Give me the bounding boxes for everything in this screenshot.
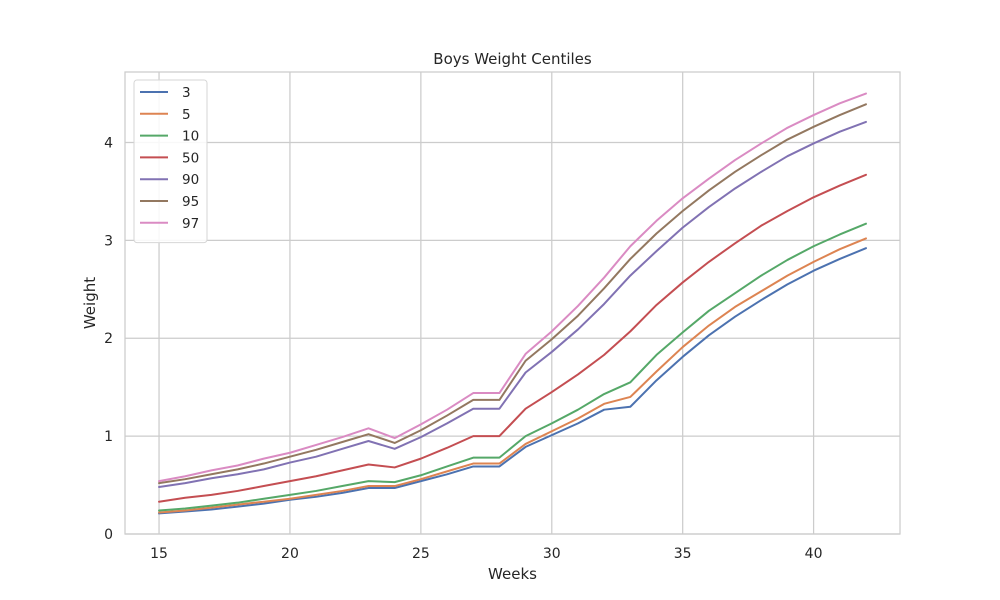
legend-label: 90 bbox=[182, 172, 199, 188]
x-tick-label: 20 bbox=[281, 546, 299, 562]
series-line-50 bbox=[158, 173, 867, 503]
y-axis-ticks: 0 1 2 3 4 bbox=[104, 135, 113, 543]
y-tick-label: 1 bbox=[104, 429, 113, 445]
y-axis-title: Weight bbox=[81, 277, 99, 329]
chart-title: Boys Weight Centiles bbox=[433, 50, 592, 68]
x-tick-label: 30 bbox=[543, 546, 561, 562]
series-line-5 bbox=[158, 237, 867, 514]
legend: 3 5 10 50 90 95 97 bbox=[133, 79, 208, 244]
x-tick-label: 40 bbox=[805, 546, 823, 562]
series-line-90 bbox=[158, 120, 867, 489]
legend-label: 3 bbox=[182, 85, 191, 101]
x-axis-ticks: 15 20 25 30 35 40 bbox=[150, 546, 822, 562]
x-tick-label: 15 bbox=[150, 546, 168, 562]
plot-frame bbox=[124, 71, 901, 535]
series-line-3 bbox=[158, 247, 867, 515]
x-tick-label: 35 bbox=[674, 546, 692, 562]
series-line-95 bbox=[158, 103, 867, 485]
y-tick-label: 4 bbox=[104, 135, 113, 151]
y-tick-label: 3 bbox=[104, 233, 113, 249]
x-axis-title: Weeks bbox=[488, 565, 537, 583]
series-line-10 bbox=[158, 222, 867, 512]
series-lines bbox=[158, 92, 867, 515]
legend-label: 97 bbox=[182, 216, 199, 232]
series-line-97 bbox=[158, 92, 867, 483]
legend-label: 95 bbox=[182, 194, 199, 210]
legend-label: 50 bbox=[182, 150, 199, 166]
legend-label: 10 bbox=[182, 129, 199, 145]
legend-label: 5 bbox=[182, 107, 191, 123]
x-tick-label: 25 bbox=[412, 546, 430, 562]
y-tick-label: 2 bbox=[104, 331, 113, 347]
y-tick-label: 0 bbox=[104, 527, 113, 543]
